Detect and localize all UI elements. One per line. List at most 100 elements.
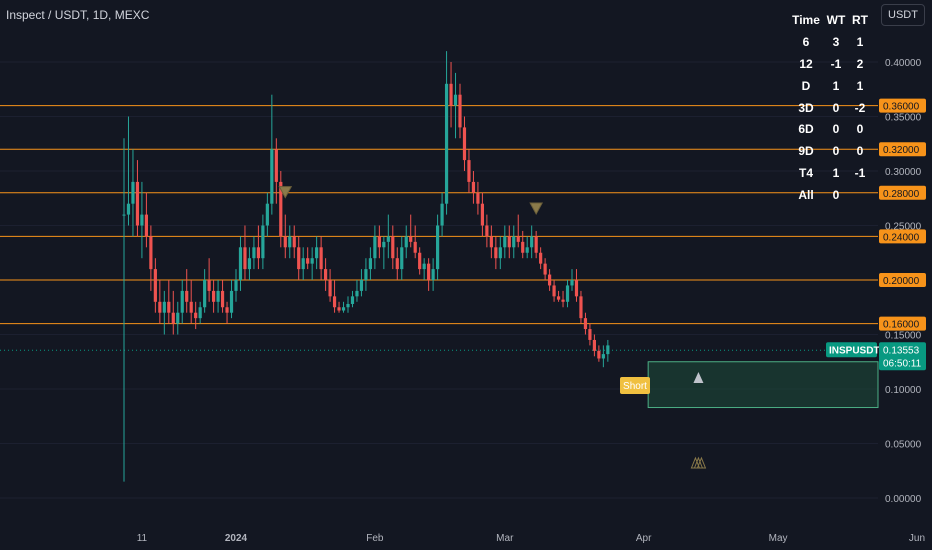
candle-body xyxy=(140,214,144,226)
y-tick-label: 0.40000 xyxy=(885,58,922,69)
candle xyxy=(462,116,467,171)
candle xyxy=(180,280,184,324)
row-time: 6 xyxy=(802,34,810,49)
candle-body xyxy=(539,252,543,264)
time-axis[interactable]: 11 2024 Feb Mar Apr May Jun xyxy=(137,533,925,544)
candle-body xyxy=(409,236,413,242)
candle-body xyxy=(176,312,180,324)
candle xyxy=(189,280,193,324)
candle xyxy=(552,280,556,302)
candle-body xyxy=(565,285,570,302)
price-tag-value: 0.13553 xyxy=(883,345,920,356)
candle-body xyxy=(525,247,529,253)
candle-body xyxy=(422,263,426,270)
candle-body xyxy=(436,225,440,270)
candle-body xyxy=(212,290,216,302)
signal-row: All 0 xyxy=(788,184,872,206)
candle-body xyxy=(453,94,458,106)
candle xyxy=(561,290,565,308)
candle-body xyxy=(556,296,561,300)
candle xyxy=(453,72,458,139)
candle-body xyxy=(588,329,592,340)
candle-body xyxy=(292,236,296,248)
candle-body xyxy=(270,149,274,204)
candle-body xyxy=(135,181,140,226)
x-tick-label: Jun xyxy=(909,533,925,544)
y-tick-label: 0.00000 xyxy=(885,494,922,505)
candle-body xyxy=(530,236,534,248)
row-wt: 0 xyxy=(832,122,840,137)
candle xyxy=(395,247,399,280)
candle xyxy=(579,290,583,324)
candle-body xyxy=(413,241,417,253)
candle-body xyxy=(458,94,462,128)
currency-button[interactable]: USDT xyxy=(881,4,925,26)
candle-body xyxy=(548,274,552,286)
last-price-tag: INSPUSDT 0.13553 06:50:11 xyxy=(826,342,926,371)
candle-body xyxy=(162,301,166,313)
candle xyxy=(574,269,579,302)
candle-body xyxy=(122,214,126,216)
level-tag xyxy=(879,185,926,200)
candle xyxy=(543,258,547,280)
candle xyxy=(270,94,274,215)
price-tag-box xyxy=(879,342,926,371)
candle xyxy=(220,280,225,313)
header-time: Time xyxy=(792,12,820,27)
price-axis[interactable]: 0.40000 0.35000 0.30000 0.25000 0.15000 0.100… xyxy=(885,58,922,505)
candle xyxy=(234,269,238,302)
candle xyxy=(122,138,126,482)
candle-body xyxy=(283,236,287,248)
y-tick-label: 0.25000 xyxy=(885,222,922,233)
candle xyxy=(377,225,381,259)
level-tag-label: 0.20000 xyxy=(883,276,920,287)
candle xyxy=(265,192,269,237)
candle-body xyxy=(382,241,386,248)
candle-body xyxy=(489,236,493,248)
candle xyxy=(247,247,252,280)
x-tick-label: Apr xyxy=(636,533,652,544)
candle-body xyxy=(480,203,484,226)
row-time: All xyxy=(798,188,814,203)
candle xyxy=(467,149,471,193)
down-triangle-marker xyxy=(278,186,293,199)
candle xyxy=(539,247,543,270)
candle-body xyxy=(247,258,252,270)
row-time: 3D xyxy=(798,100,814,115)
y-tick-label: 0.05000 xyxy=(885,440,922,451)
candle xyxy=(512,225,516,259)
candle xyxy=(597,345,601,362)
row-wt: 3 xyxy=(832,34,840,49)
candle xyxy=(507,225,511,259)
candle-body xyxy=(391,236,395,259)
candle xyxy=(516,214,520,248)
candle xyxy=(131,149,135,237)
candle-body xyxy=(279,181,283,237)
candle xyxy=(431,258,435,291)
candle xyxy=(471,171,476,204)
candle-body xyxy=(359,280,364,291)
x-tick-label: May xyxy=(769,533,788,544)
row-time: D xyxy=(801,78,811,93)
candle xyxy=(203,269,207,313)
signal-markers xyxy=(278,186,707,469)
candle xyxy=(337,301,341,313)
candle xyxy=(440,192,444,237)
candle-body xyxy=(288,236,292,248)
candle-body xyxy=(144,214,148,237)
row-wt: 1 xyxy=(832,166,840,181)
candle xyxy=(583,312,588,335)
candle xyxy=(135,160,140,237)
candle-body xyxy=(350,296,355,304)
row-rt: 0 xyxy=(856,144,864,159)
candle xyxy=(274,138,278,204)
candle xyxy=(521,230,525,259)
candle xyxy=(279,171,283,248)
candle xyxy=(570,269,574,291)
signal-row: 9D 0 0 xyxy=(788,140,872,162)
candle xyxy=(171,290,175,335)
candle xyxy=(382,236,386,270)
candle xyxy=(592,334,596,357)
candle xyxy=(162,290,166,335)
